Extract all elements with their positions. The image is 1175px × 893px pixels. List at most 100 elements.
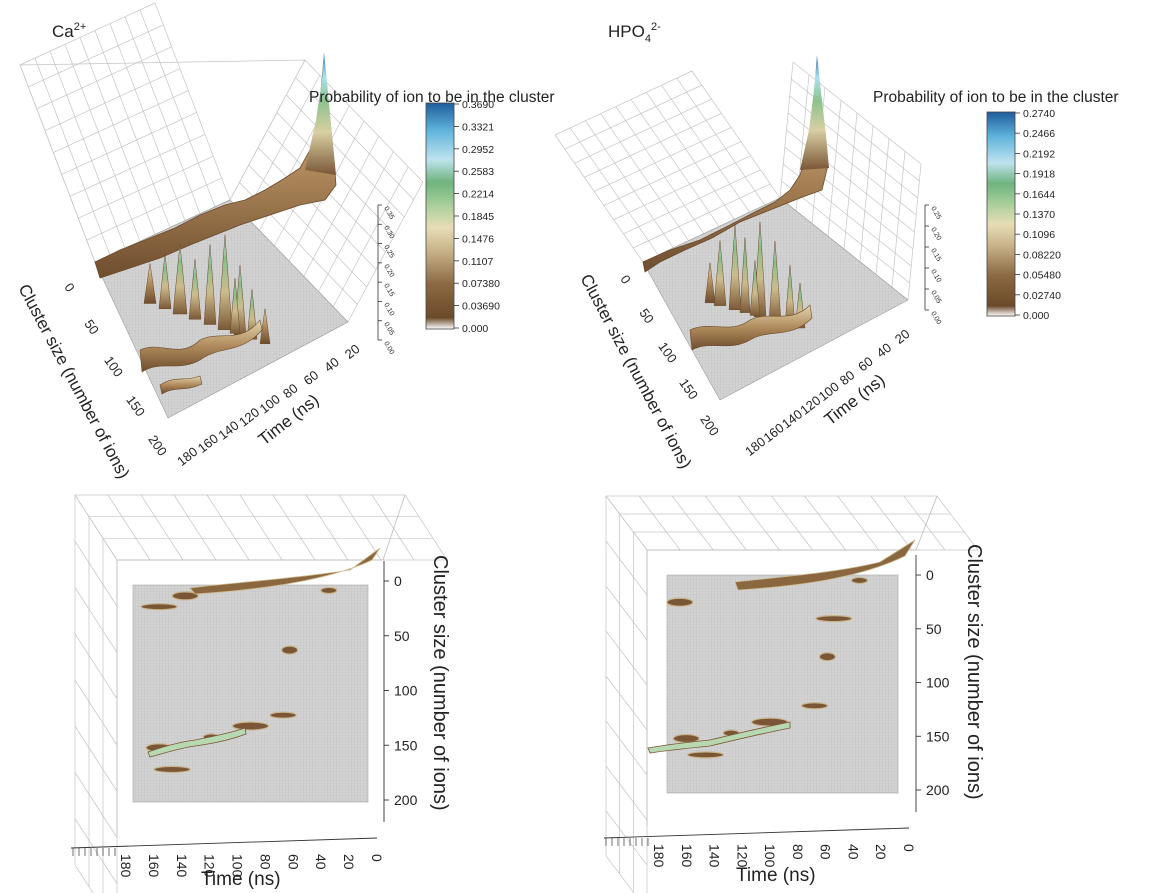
panel-a-spike <box>259 308 271 344</box>
panel-c-top-wall-gridline <box>272 494 316 561</box>
panel-a-colorbar-label: 0.2214 <box>462 189 494 201</box>
panel-c-top-wall-gridline <box>371 494 415 561</box>
panel-c-left-wall-gridline <box>74 541 118 607</box>
panel-d-y-axis-label: 200 <box>926 782 950 798</box>
panel-b-left-wall-gridline <box>623 169 761 235</box>
panel-d-x-axis-label: 80 <box>790 844 806 860</box>
panel-d-x-axis-label: 40 <box>845 844 861 860</box>
panel-d-green-streak <box>647 721 791 754</box>
panel-b-left-wall-gridline <box>661 85 750 213</box>
panel-b-back-wall-gridline <box>791 78 920 182</box>
panel-c-y-axis-label: 50 <box>394 628 410 644</box>
panel-a-x-tick: 60 <box>301 367 322 388</box>
panel-a-spike <box>217 234 233 330</box>
panel-a-spikes <box>139 234 271 395</box>
panel-c-x-axis-label: 80 <box>257 854 273 870</box>
panel-c-edge <box>382 494 406 561</box>
panel-b-left-wall-gridline <box>554 70 693 136</box>
panel-b-y-tick: 150 <box>676 376 701 402</box>
panel-b-spikes <box>689 221 813 351</box>
panel-b-z-axis-label: 0.00 <box>929 311 942 326</box>
panel-d-y-axis-label: 150 <box>926 728 950 744</box>
panel-a-colorbar-label: 0.3321 <box>462 121 494 133</box>
panel-b-y-tick: 0 <box>617 272 633 287</box>
panel-b-3d: Probability of ion to be in the cluster … <box>554 55 1119 472</box>
panel-a-y-tick: 0 <box>61 280 77 295</box>
panel-b-z-axis: 0.00 0.05 0.10 0.15 0.20 0.25 <box>924 204 942 326</box>
panel-c-y-axis-label: 150 <box>394 737 418 753</box>
panel-a-colorbar-ticks: 0.3690 0.3321 0.2952 0.2583 0.2214 0.1845 0.14… <box>454 99 500 335</box>
panel-a-left-wall-gridline <box>139 9 216 208</box>
panel-b-left-wall-gridline <box>600 113 689 241</box>
panel-b-left-wall-gridline <box>615 106 705 234</box>
panel-d-x-axis-label: 0 <box>901 844 917 852</box>
panel-b-lower-ridge <box>689 304 813 351</box>
panel-c-x-axis-label: 60 <box>285 854 301 870</box>
panel-b-z-axis-label: 0.15 <box>929 248 942 263</box>
panel-c-left-wall-gridline <box>74 587 118 653</box>
panel-a-back-wall-gridline <box>285 94 405 218</box>
panel-d-top-wall-gridline <box>771 495 813 551</box>
panel-c-y-axis-label: 100 <box>394 683 418 699</box>
panel-b-x-tick: 80 <box>837 367 858 388</box>
panel-a-left-wall-gridline <box>34 57 111 256</box>
panel-a-y-tick: 150 <box>123 393 148 419</box>
panel-c-blob <box>269 711 297 719</box>
panel-a-back-wall-gridline <box>276 112 396 235</box>
panel-b-colorbar-label: 0.05480 <box>1023 270 1061 282</box>
panel-d-blob <box>800 702 829 710</box>
panel-a-3d: Probability of ion to be in the cluster … <box>14 2 555 482</box>
panel-a-x-tick: 80 <box>280 380 301 401</box>
panel-d-top-wall-gridline <box>804 495 846 551</box>
panel-c-y-axis-label: 0 <box>394 573 402 589</box>
panel-c-left-wall-gridline <box>74 679 118 746</box>
panel-c-x-axis-label: 20 <box>341 854 357 870</box>
panel-a-colorbar-label: 0.1476 <box>462 233 494 245</box>
panel-b-colorbar <box>986 111 1016 317</box>
panel-b-z-axis-label: 0.25 <box>929 206 942 221</box>
panel-b-colorbar-label: 0.02740 <box>1023 290 1061 302</box>
panel-a-y-tick: 200 <box>145 432 170 458</box>
panel-c-x-axis-label: 160 <box>146 854 162 878</box>
panel-d-left-wall-gridline <box>605 675 648 731</box>
panel-c-top-wall-gridline <box>206 494 250 561</box>
panel-a-colorbar-label: 0.1107 <box>462 256 493 268</box>
panel-c-x-axis-label: 180 <box>118 854 134 878</box>
panel-d-left-wall-gridline <box>605 585 648 641</box>
panel-c-y-ticks: 0 50 100 150 200 <box>383 561 418 822</box>
panel-b-left-wall-gridline <box>613 155 751 220</box>
panel-a-left-wall-gridline <box>69 134 206 197</box>
panel-c-left-wall-gridline <box>74 726 118 792</box>
panel-a-colorbar-label: 0.000 <box>462 323 488 335</box>
panel-d-x-axis-label: 100 <box>762 844 778 868</box>
panel-d-ridge <box>734 539 916 591</box>
panel-b-left-wall-gridline <box>676 77 766 206</box>
panel-b-y-tick: 50 <box>636 306 657 326</box>
panel-b-colorbar-title: Probability of ion to be in the cluster <box>873 89 1119 106</box>
panel-a-spike <box>188 259 202 320</box>
panel-d-top-wall-gridline <box>738 495 780 551</box>
panel-d-floor-surface <box>666 574 899 794</box>
panel-a-left-wall-gridline <box>49 51 126 249</box>
panel-d-x-axis-label: 160 <box>679 844 695 868</box>
panel-b-colorbar-label: 0.1096 <box>1023 229 1055 241</box>
panel-a-lower-ridge <box>139 319 263 373</box>
panel-d-x-axis-label: 120 <box>734 844 750 868</box>
panel-a-y-tick: 50 <box>81 317 102 337</box>
panel-a-z-axis-label: 0.05 <box>382 321 395 336</box>
panel-c-blob <box>231 721 270 731</box>
panel-d-blob <box>686 751 725 759</box>
panel-c-x-axis-label: 140 <box>174 854 190 878</box>
panel-a-back-wall-gridline <box>248 164 368 288</box>
panel-d-top-wall-gridline <box>936 495 979 551</box>
panel-b-left-wall-gridline <box>585 120 674 248</box>
panel-a-z-axis-label: 0.10 <box>382 302 395 317</box>
panel-a-left-wall-gridline <box>28 24 164 88</box>
panel-b-z-axis-label: 0.20 <box>929 227 942 242</box>
panel-d-x-axis-label: 140 <box>707 844 723 868</box>
panel-d-blob <box>818 652 837 662</box>
panel-d-walls <box>605 495 979 893</box>
panel-d-top-wall-gridline <box>903 495 946 551</box>
panel-b-left-wall-gridline <box>603 141 742 206</box>
